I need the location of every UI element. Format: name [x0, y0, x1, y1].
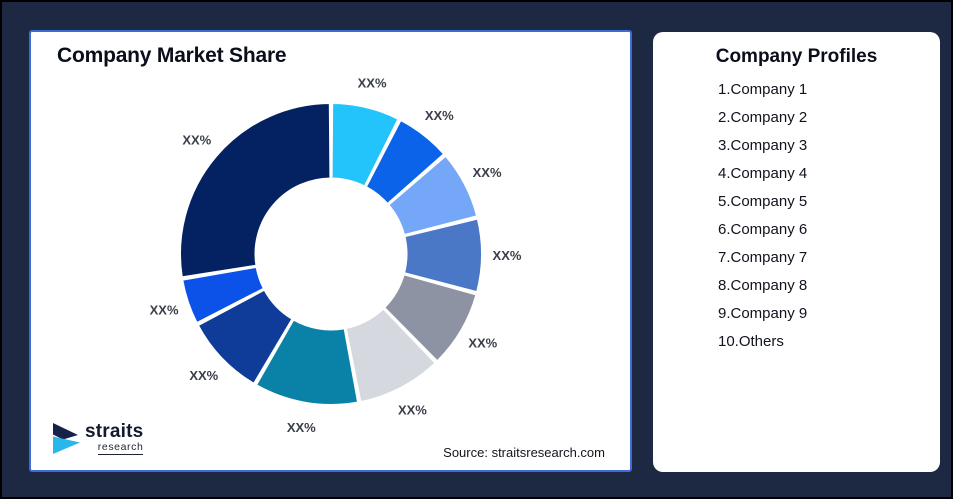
profile-list-item: 8.Company 8	[718, 277, 808, 294]
donut-segment-label: XX%	[182, 133, 211, 148]
profile-list-item: 5.Company 5	[718, 193, 808, 210]
profile-list-item: 10.Others	[718, 333, 784, 350]
donut-segment-company-9	[181, 265, 265, 325]
logo-subtitle: research	[97, 441, 144, 455]
profile-list-item: 2.Company 2	[718, 109, 808, 126]
profile-list-item: 9.Company 9	[718, 305, 808, 322]
donut-segment-label: XX%	[473, 165, 502, 180]
logo-cyan-chevron	[53, 436, 80, 454]
profile-list-item: 6.Company 6	[718, 221, 808, 238]
profile-list-item: 1.Company 1	[718, 81, 808, 98]
donut-segment-company-6	[344, 307, 437, 404]
donut-segment-label: XX%	[398, 403, 427, 418]
chart-title: Company Market Share	[57, 44, 287, 67]
logo-wordmark: straits	[85, 420, 144, 442]
logo-text: straits research	[85, 420, 144, 455]
company-profiles-card: Company Profiles 1.Company 1 2.Company 2…	[653, 32, 940, 472]
profile-list-item: 7.Company 7	[718, 249, 808, 266]
donut-segment-company-2	[364, 119, 446, 205]
profiles-title: Company Profiles	[715, 46, 878, 67]
straits-logo-icon	[53, 422, 80, 454]
market-share-donut-chart: XX% XX% XX% XX% XX% XX% XX% XX% XX% XX%	[150, 75, 522, 435]
donut-segment-label: XX%	[189, 368, 218, 383]
logo-dark-chevron	[53, 422, 78, 440]
donut-segment-label: XX%	[425, 108, 454, 123]
donut-segment-company-1	[330, 102, 400, 188]
donut-segment-label: XX%	[468, 336, 497, 351]
profiles-list: 1.Company 1 2.Company 2 3.Company 3 4.Co…	[653, 76, 940, 356]
market-share-card: Company Market Share XX% XX% XX% XX% XX% XX% X…	[29, 30, 632, 472]
profile-list-item: 3.Company 3	[718, 137, 808, 154]
donut-segment-company-8	[196, 288, 294, 385]
straits-research-logo: straits research	[52, 420, 144, 455]
donut-segment-company-5	[383, 273, 478, 363]
donut-segment-label: XX%	[150, 303, 179, 318]
donut-segment-company-3	[387, 154, 479, 237]
donut-segment-label: XX%	[358, 75, 387, 90]
profile-list-item: 4.Company 4	[718, 165, 808, 182]
donut-segment-others	[179, 102, 332, 279]
donut-segment-company-4	[403, 217, 483, 294]
donut-segment-label: XX%	[493, 248, 522, 263]
source-attribution: Source: straitsresearch.com	[443, 445, 605, 460]
donut-segment-company-7	[254, 318, 360, 406]
donut-segment-label: XX%	[287, 420, 316, 435]
